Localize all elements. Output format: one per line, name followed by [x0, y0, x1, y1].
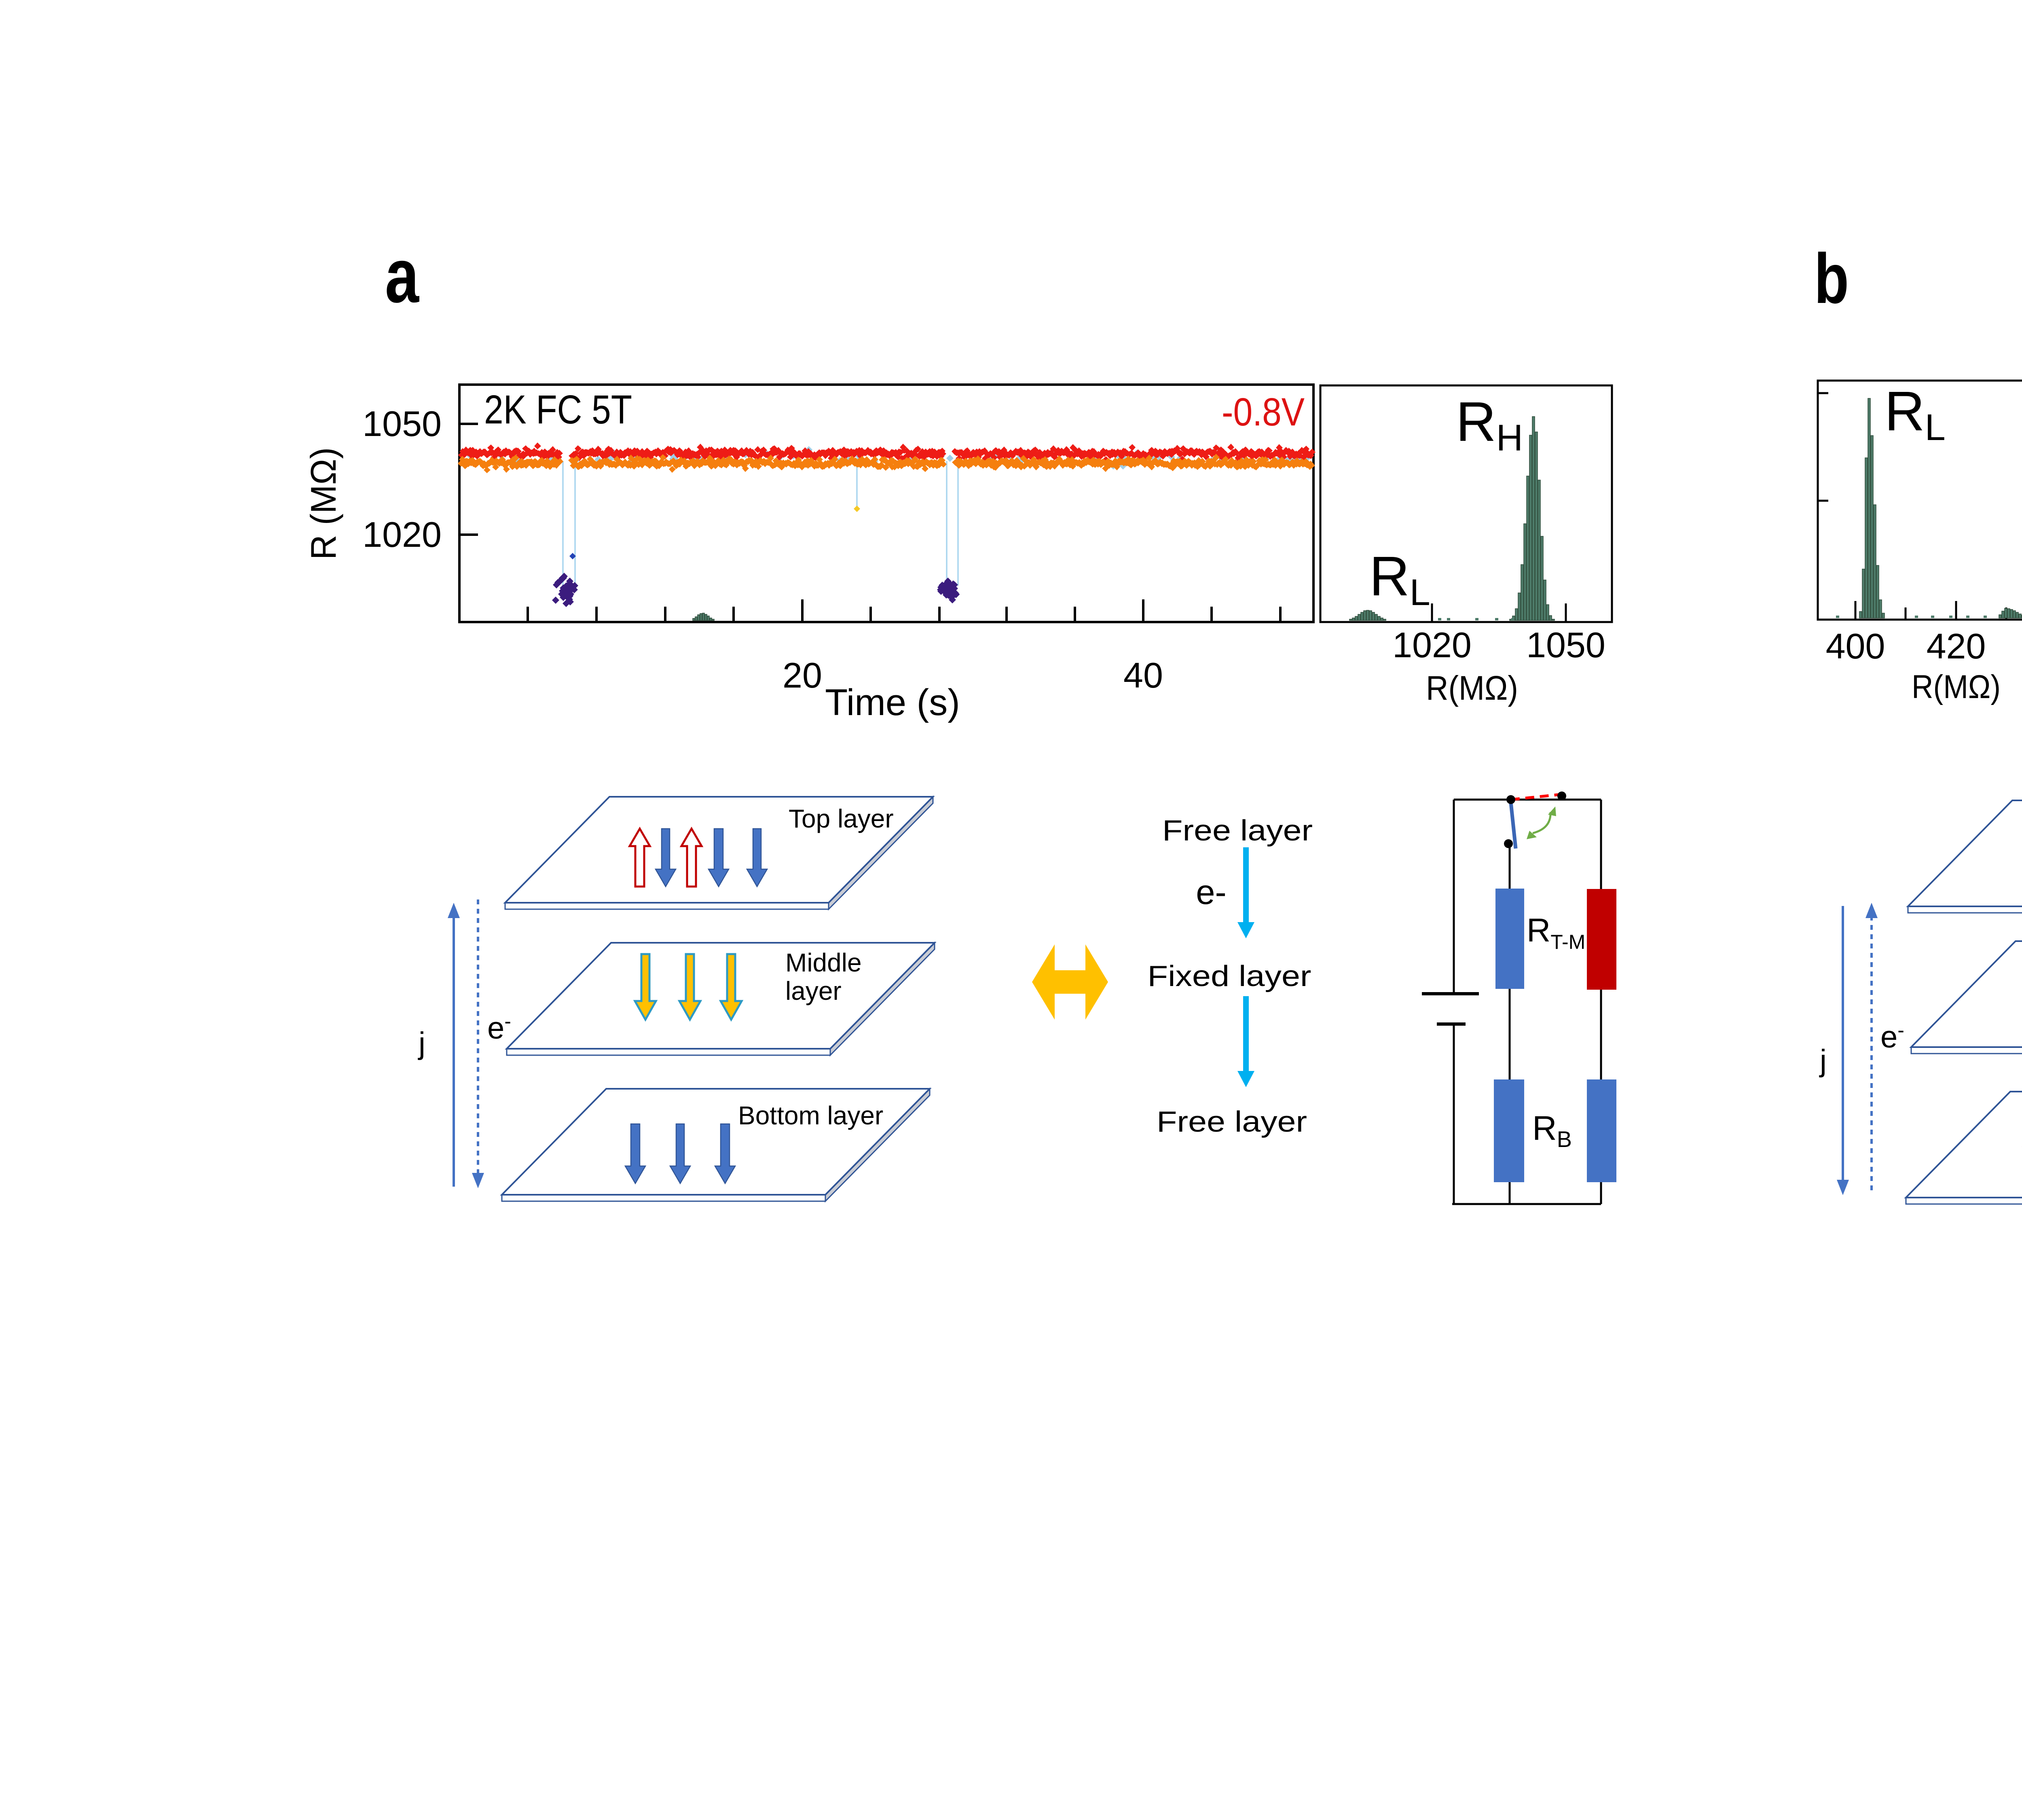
svg-text:R(MΩ): R(MΩ)	[1912, 669, 2001, 705]
svg-text:1050: 1050	[1526, 625, 1605, 665]
svg-text:RL: RL	[1885, 380, 1946, 448]
svg-text:Fixed layer: Fixed layer	[1148, 960, 1311, 993]
svg-text:layer: layer	[785, 976, 842, 1005]
svg-text:2K FC 5T: 2K FC 5T	[484, 387, 632, 432]
svg-text:Time (s): Time (s)	[825, 682, 960, 723]
svg-text:Free layer: Free layer	[1157, 1106, 1307, 1138]
svg-text:j: j	[1819, 1043, 1827, 1078]
svg-text:R(MΩ): R(MΩ)	[1426, 669, 1518, 707]
svg-text:1050: 1050	[362, 404, 442, 444]
svg-text:1020: 1020	[362, 514, 442, 554]
svg-text:400: 400	[1826, 626, 1885, 666]
svg-text:20: 20	[783, 655, 822, 695]
svg-text:420: 420	[1927, 626, 1986, 666]
svg-text:R (MΩ): R (MΩ)	[303, 447, 343, 560]
svg-text:e-: e-	[487, 1010, 511, 1045]
svg-text:Top layer: Top layer	[789, 804, 894, 833]
svg-text:Bottom layer: Bottom layer	[738, 1101, 883, 1130]
svg-text:a: a	[385, 233, 419, 319]
svg-text:-0.8V: -0.8V	[1222, 390, 1305, 434]
svg-text:40: 40	[1123, 655, 1163, 695]
svg-text:RL: RL	[1369, 545, 1430, 613]
svg-text:1020: 1020	[1392, 625, 1472, 665]
svg-text:e-: e-	[1196, 873, 1227, 912]
svg-text:RH: RH	[2018, 526, 2022, 594]
svg-text:Free layer: Free layer	[1162, 815, 1313, 847]
svg-text:Middle: Middle	[785, 948, 862, 977]
svg-text:j: j	[418, 1026, 425, 1060]
svg-text:b: b	[1814, 239, 1849, 318]
